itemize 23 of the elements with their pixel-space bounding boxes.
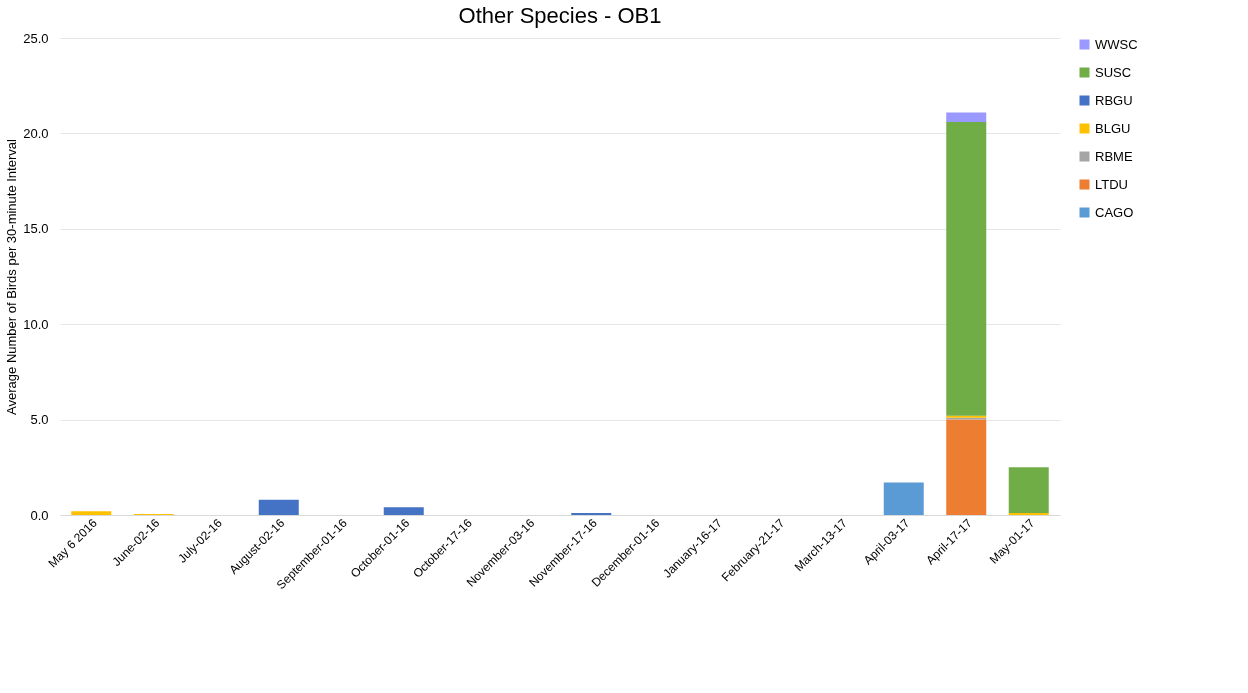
legend-label: BLGU	[1095, 120, 1131, 136]
y-tick-label: 10.0	[23, 316, 49, 332]
y-tick-label: 20.0	[23, 125, 49, 141]
bar	[946, 121, 987, 416]
y-tick-label: 15.0	[23, 221, 49, 237]
legend-label: WWSC	[1095, 36, 1138, 52]
legend-label: CAGO	[1095, 204, 1134, 220]
bar	[383, 507, 424, 515]
legend-label: LTDU	[1095, 176, 1128, 192]
y-tick-label: 25.0	[23, 30, 49, 46]
y-axis-title: Average Number of Birds per 30-minute Interval	[4, 139, 20, 415]
chart-title: Other Species - OB1	[458, 3, 662, 28]
y-tick-label: 0.0	[30, 507, 49, 523]
legend-label: RBGU	[1095, 92, 1133, 108]
y-tick-label: 5.0	[30, 412, 49, 428]
bar	[258, 499, 299, 515]
bar	[71, 511, 112, 515]
bar	[1008, 467, 1049, 514]
bar	[883, 482, 924, 515]
bar	[946, 419, 987, 515]
legend-label: SUSC	[1095, 64, 1132, 80]
legend-label: RBME	[1095, 148, 1133, 164]
bar	[946, 112, 987, 122]
